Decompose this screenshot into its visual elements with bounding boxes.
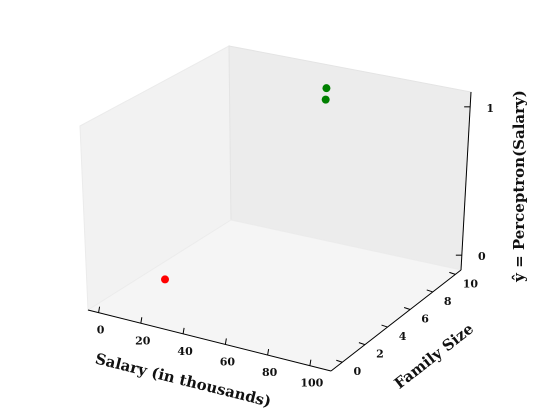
x-tick: [98, 306, 101, 313]
y-tick-label: 4: [399, 330, 407, 343]
x-axis-line: [87, 309, 332, 372]
scatter-point: [322, 84, 331, 93]
y-tick-label: 8: [444, 295, 452, 308]
x-tick: [140, 317, 143, 324]
z-axis-label: ŷ = Perceptron(Salary): [510, 90, 528, 283]
y-tick-label: 6: [421, 313, 429, 326]
x-tick-label: 60: [220, 355, 236, 368]
z-tick-label: 1: [486, 102, 494, 115]
x-tick-label: 0: [97, 324, 105, 337]
x-tick-label: 100: [300, 377, 323, 390]
y-tick: [403, 307, 411, 310]
x-tick: [182, 327, 185, 334]
y-tick: [358, 342, 366, 346]
x-axis-label: Salary (in thousands): [93, 350, 273, 411]
y-tick: [449, 271, 456, 275]
scatter-point: [161, 275, 170, 284]
data-points: [161, 84, 331, 284]
y-axis-line: [330, 269, 462, 372]
z-axis-line: [460, 91, 472, 271]
scatter-point: [321, 95, 330, 104]
z-tick-label: 0: [478, 250, 486, 263]
y-tick-label: 2: [376, 348, 384, 361]
x-tick-label: 20: [135, 334, 151, 347]
x-tick-label: 40: [177, 345, 193, 358]
x-tick: [224, 338, 227, 345]
y-tick-label: 10: [463, 277, 479, 290]
y-tick: [426, 289, 433, 293]
y-tick: [381, 324, 388, 328]
x-tick: [267, 349, 270, 356]
x-tick: [309, 359, 312, 366]
y-tick-label: 0: [353, 365, 361, 378]
x-tick-label: 80: [262, 366, 278, 379]
y-tick: [336, 359, 343, 363]
